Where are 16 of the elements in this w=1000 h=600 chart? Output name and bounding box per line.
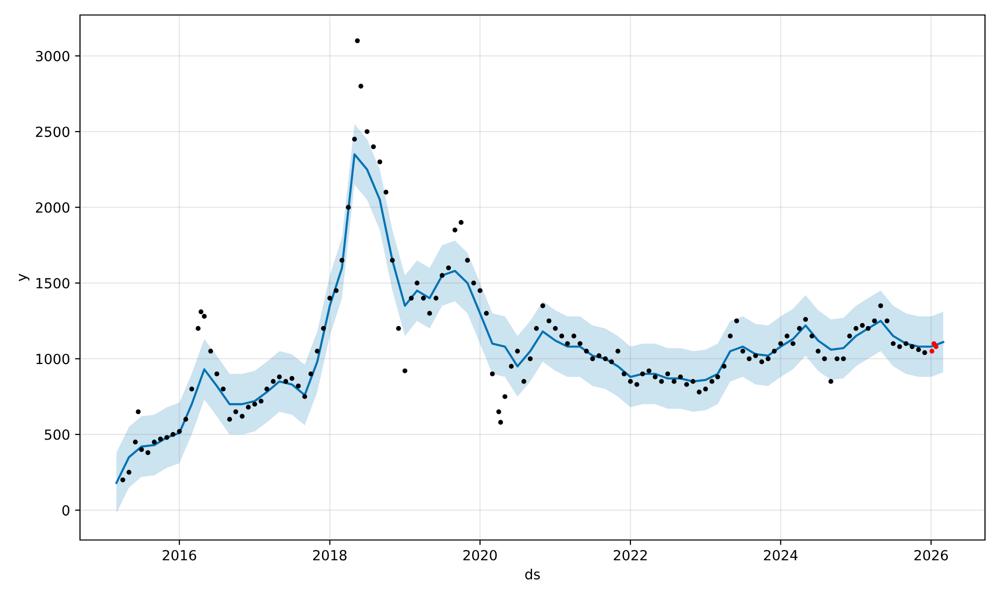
x-tick-label: 2022 [614,550,647,560]
line-series [115,153,944,484]
y-tick-label: 2000 [36,202,70,213]
x-tick-label: 2026 [914,550,948,560]
x-axis-title: ds [525,568,540,580]
x-tick-label: 2020 [463,550,497,560]
x-tick-label: 2018 [313,550,347,560]
y-tick-label: 3000 [36,50,70,62]
x-tick-label: 2024 [764,550,798,560]
y-tick-label: 2500 [36,126,70,138]
y-tick-label: 0 [62,505,70,516]
y-tick-label: 1000 [36,354,70,364]
y-tick-label: 1500 [36,278,70,288]
x-tick-label: 2016 [162,550,196,560]
y-tick-label: 500 [44,429,70,440]
y-axis-title: y [18,274,30,282]
